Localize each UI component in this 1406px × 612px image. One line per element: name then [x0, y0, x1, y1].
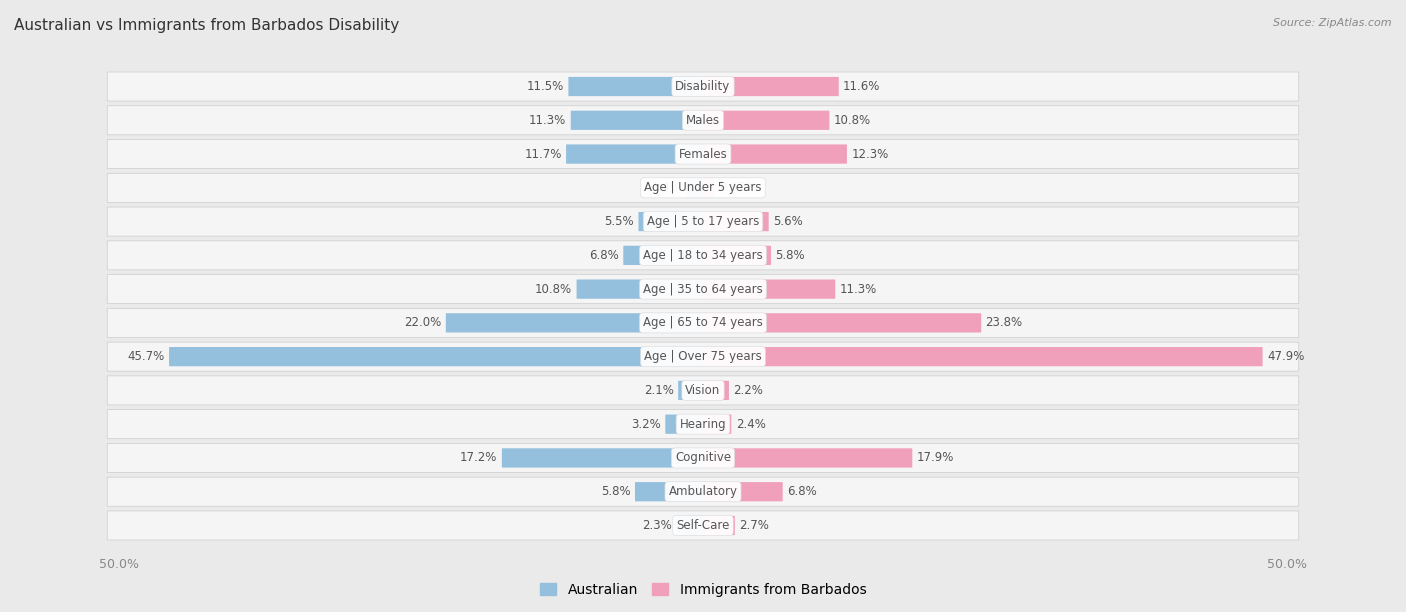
- Text: 11.6%: 11.6%: [844, 80, 880, 93]
- FancyBboxPatch shape: [107, 275, 1299, 304]
- Text: Vision: Vision: [685, 384, 721, 397]
- Text: 17.2%: 17.2%: [460, 452, 498, 465]
- Text: 45.7%: 45.7%: [128, 350, 165, 363]
- FancyBboxPatch shape: [686, 178, 703, 198]
- Text: Source: ZipAtlas.com: Source: ZipAtlas.com: [1274, 18, 1392, 28]
- FancyBboxPatch shape: [703, 449, 912, 468]
- Text: Age | 5 to 17 years: Age | 5 to 17 years: [647, 215, 759, 228]
- Text: 12.3%: 12.3%: [851, 147, 889, 160]
- Text: 2.7%: 2.7%: [740, 519, 769, 532]
- Text: Age | 35 to 64 years: Age | 35 to 64 years: [643, 283, 763, 296]
- Text: 5.6%: 5.6%: [773, 215, 803, 228]
- FancyBboxPatch shape: [623, 246, 703, 265]
- FancyBboxPatch shape: [636, 482, 703, 501]
- Text: 2.3%: 2.3%: [641, 519, 672, 532]
- FancyBboxPatch shape: [703, 77, 839, 96]
- FancyBboxPatch shape: [676, 516, 703, 535]
- Text: 47.9%: 47.9%: [1267, 350, 1305, 363]
- FancyBboxPatch shape: [107, 140, 1299, 168]
- FancyBboxPatch shape: [107, 477, 1299, 506]
- Text: 10.8%: 10.8%: [536, 283, 572, 296]
- Text: 2.4%: 2.4%: [735, 417, 766, 431]
- Text: 11.7%: 11.7%: [524, 147, 562, 160]
- FancyBboxPatch shape: [703, 381, 728, 400]
- Text: 0.97%: 0.97%: [718, 181, 756, 195]
- Text: 17.9%: 17.9%: [917, 452, 955, 465]
- FancyBboxPatch shape: [107, 241, 1299, 270]
- FancyBboxPatch shape: [703, 482, 783, 501]
- FancyBboxPatch shape: [703, 111, 830, 130]
- Text: 23.8%: 23.8%: [986, 316, 1022, 329]
- FancyBboxPatch shape: [703, 212, 769, 231]
- Text: 5.8%: 5.8%: [600, 485, 631, 498]
- FancyBboxPatch shape: [107, 72, 1299, 101]
- Text: Age | Under 5 years: Age | Under 5 years: [644, 181, 762, 195]
- FancyBboxPatch shape: [678, 381, 703, 400]
- Text: 2.1%: 2.1%: [644, 384, 673, 397]
- Text: 1.4%: 1.4%: [652, 181, 682, 195]
- FancyBboxPatch shape: [571, 111, 703, 130]
- FancyBboxPatch shape: [107, 342, 1299, 371]
- FancyBboxPatch shape: [107, 511, 1299, 540]
- FancyBboxPatch shape: [703, 313, 981, 332]
- Text: 3.2%: 3.2%: [631, 417, 661, 431]
- FancyBboxPatch shape: [703, 178, 714, 198]
- Text: 22.0%: 22.0%: [404, 316, 441, 329]
- Text: Ambulatory: Ambulatory: [668, 485, 738, 498]
- FancyBboxPatch shape: [107, 207, 1299, 236]
- FancyBboxPatch shape: [703, 280, 835, 299]
- FancyBboxPatch shape: [567, 144, 703, 163]
- FancyBboxPatch shape: [169, 347, 703, 366]
- FancyBboxPatch shape: [107, 376, 1299, 405]
- Text: 11.5%: 11.5%: [527, 80, 564, 93]
- FancyBboxPatch shape: [568, 77, 703, 96]
- Legend: Australian, Immigrants from Barbados: Australian, Immigrants from Barbados: [534, 578, 872, 603]
- FancyBboxPatch shape: [576, 280, 703, 299]
- FancyBboxPatch shape: [665, 414, 703, 434]
- Text: Females: Females: [679, 147, 727, 160]
- FancyBboxPatch shape: [703, 144, 846, 163]
- Text: Hearing: Hearing: [679, 417, 727, 431]
- FancyBboxPatch shape: [703, 516, 735, 535]
- Text: 10.8%: 10.8%: [834, 114, 870, 127]
- FancyBboxPatch shape: [107, 444, 1299, 472]
- Text: 5.8%: 5.8%: [775, 249, 806, 262]
- FancyBboxPatch shape: [107, 173, 1299, 203]
- FancyBboxPatch shape: [107, 106, 1299, 135]
- FancyBboxPatch shape: [446, 313, 703, 332]
- Text: Age | 18 to 34 years: Age | 18 to 34 years: [643, 249, 763, 262]
- Text: Age | 65 to 74 years: Age | 65 to 74 years: [643, 316, 763, 329]
- Text: 5.5%: 5.5%: [605, 215, 634, 228]
- FancyBboxPatch shape: [638, 212, 703, 231]
- Text: Age | Over 75 years: Age | Over 75 years: [644, 350, 762, 363]
- Text: 6.8%: 6.8%: [787, 485, 817, 498]
- Text: 2.2%: 2.2%: [734, 384, 763, 397]
- Text: 11.3%: 11.3%: [839, 283, 877, 296]
- Text: Australian vs Immigrants from Barbados Disability: Australian vs Immigrants from Barbados D…: [14, 18, 399, 34]
- Text: Self-Care: Self-Care: [676, 519, 730, 532]
- Text: 6.8%: 6.8%: [589, 249, 619, 262]
- FancyBboxPatch shape: [703, 347, 1263, 366]
- Text: 11.3%: 11.3%: [529, 114, 567, 127]
- FancyBboxPatch shape: [107, 308, 1299, 337]
- FancyBboxPatch shape: [502, 449, 703, 468]
- Text: Cognitive: Cognitive: [675, 452, 731, 465]
- Text: Males: Males: [686, 114, 720, 127]
- Text: Disability: Disability: [675, 80, 731, 93]
- FancyBboxPatch shape: [107, 409, 1299, 439]
- FancyBboxPatch shape: [703, 246, 770, 265]
- FancyBboxPatch shape: [703, 414, 731, 434]
